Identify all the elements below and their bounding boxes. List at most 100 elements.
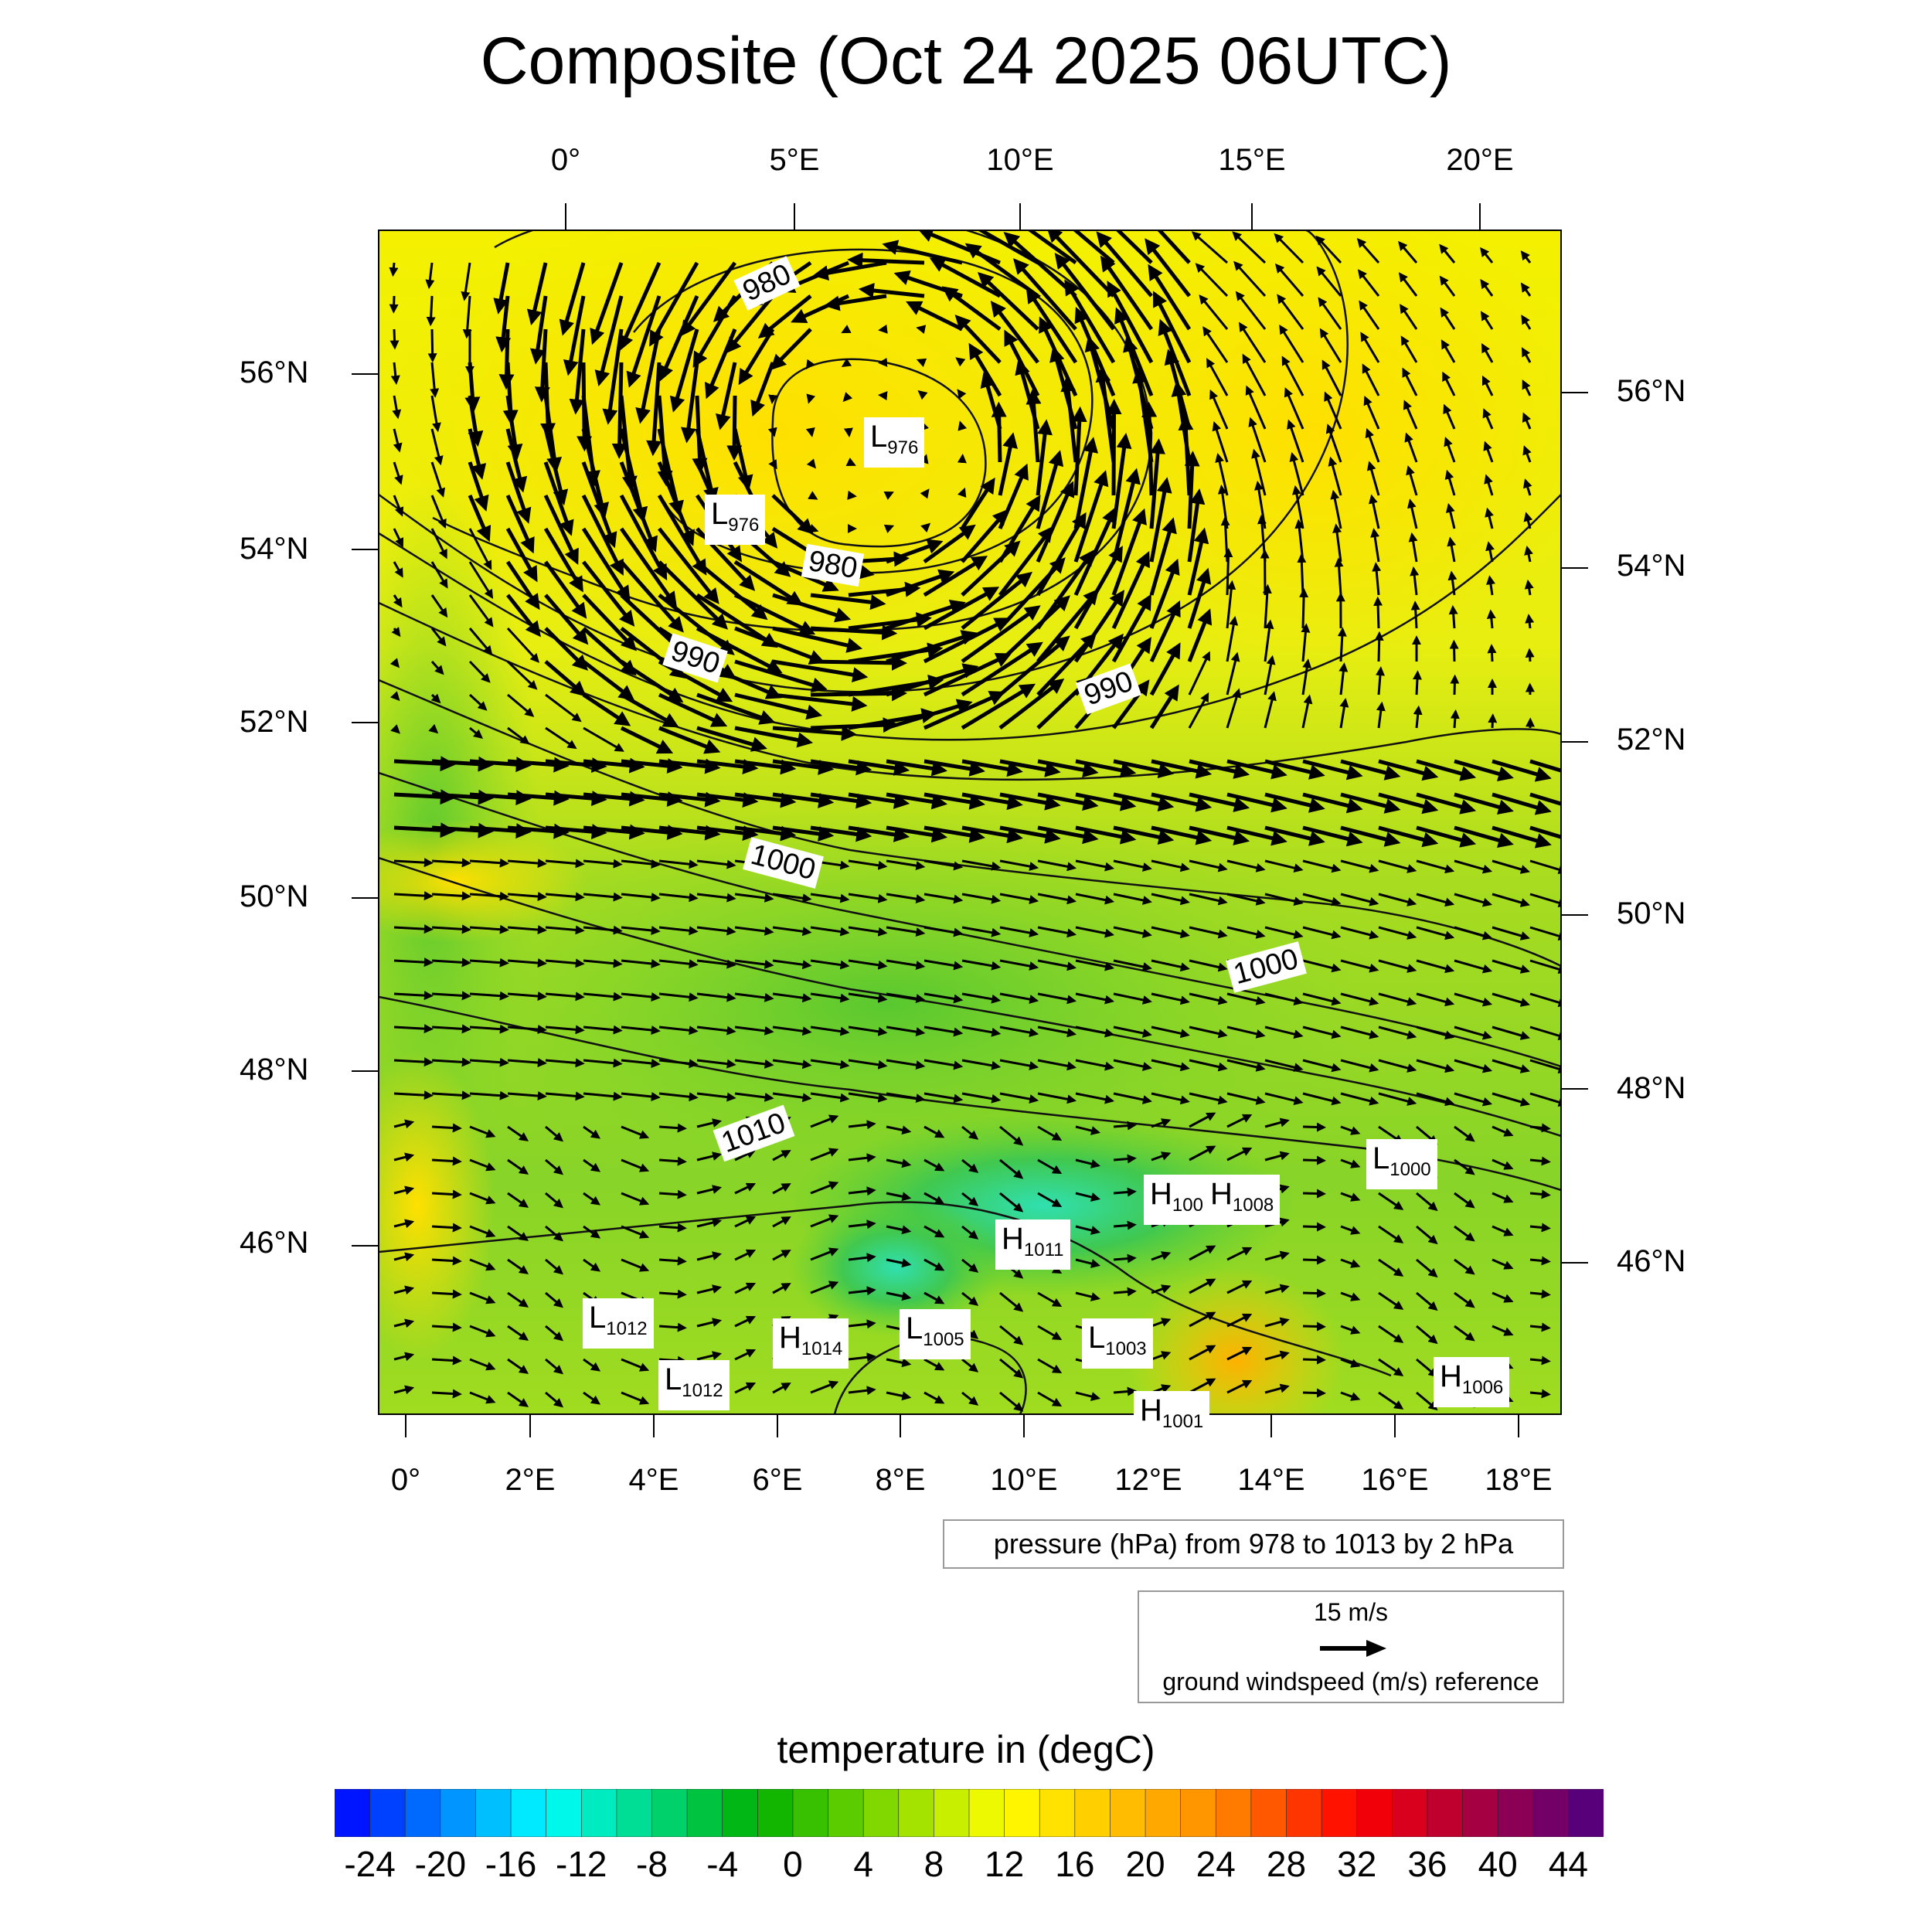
wind-arrow: [431, 1057, 471, 1067]
wind-arrow: [999, 1125, 1024, 1146]
wind-arrow: [696, 1185, 723, 1195]
wind-arrow: [658, 1026, 699, 1036]
wind-arrow: [1328, 456, 1342, 496]
wind-arrow: [1264, 859, 1304, 873]
wind-arrow: [1334, 557, 1344, 596]
wind-arrow: [1113, 1187, 1137, 1197]
wind-arrow: [545, 757, 607, 774]
wind-arrow: [1187, 608, 1213, 662]
wind-arrow: [1202, 326, 1229, 363]
wind-arrow: [1111, 594, 1151, 663]
wind-arrow: [725, 294, 774, 354]
wind-arrow: [426, 295, 436, 327]
wind-arrow: [734, 759, 797, 775]
wind-arrow: [1524, 579, 1534, 596]
colorbar-segment: [580, 1789, 617, 1837]
wind-arrow: [810, 992, 850, 1003]
wind-arrow: [1416, 926, 1455, 940]
wind-arrow: [1404, 432, 1418, 463]
wind-arrow: [810, 1114, 839, 1128]
wind-arrow: [658, 1223, 687, 1233]
wind-arrow: [696, 1218, 723, 1228]
colorbar-segment: [1356, 1789, 1393, 1837]
wind-arrow: [430, 528, 447, 560]
wind-arrow: [545, 1291, 563, 1308]
wind-arrow: [1149, 642, 1181, 696]
wind-arrow: [1075, 1125, 1101, 1135]
wind-arrow: [923, 1358, 945, 1371]
wind-arrow: [1264, 1250, 1290, 1261]
wind-arrow: [389, 691, 400, 702]
wind-arrow: [1454, 825, 1514, 849]
wind-arrow: [469, 1158, 496, 1172]
wind-arrow: [1189, 1145, 1216, 1162]
wind-arrow: [507, 1358, 529, 1374]
wind-arrow: [886, 992, 926, 1004]
wind-arrow: [1036, 419, 1053, 496]
wind-arrow: [1064, 279, 1116, 364]
wind-arrow: [772, 1092, 812, 1103]
wind-arrow: [658, 893, 699, 903]
wind-arrow: [810, 1281, 839, 1294]
wind-arrow: [393, 428, 403, 453]
wind-arrow: [544, 660, 587, 697]
wind-arrow: [1226, 792, 1287, 813]
wind-arrow: [469, 991, 509, 1001]
axis-ticks: [352, 203, 1588, 1437]
wind-arrow: [1189, 792, 1250, 812]
wind-arrow: [391, 627, 401, 638]
wind-arrow: [1037, 792, 1099, 811]
wind-arrow: [621, 1026, 661, 1035]
wind-arrow: [1365, 427, 1380, 463]
wind-arrow: [393, 461, 403, 485]
wind-arrow: [1037, 859, 1077, 872]
wind-arrow: [1073, 470, 1109, 563]
wind-arrow: [1529, 1092, 1561, 1107]
wind-arrow: [545, 726, 577, 750]
isobar-line: [379, 494, 1561, 741]
wind-arrow: [696, 1284, 723, 1294]
wind-arrow: [1529, 1355, 1551, 1366]
colorbar-segment: [686, 1789, 723, 1837]
wind-arrow: [1416, 1258, 1438, 1278]
wind-arrow: [1529, 1223, 1551, 1233]
wind-arrow: [430, 628, 447, 647]
wind-arrow: [581, 461, 617, 549]
wind-arrow: [923, 1026, 964, 1037]
wind-arrow: [545, 1325, 563, 1342]
wind-arrow: [848, 759, 910, 776]
wind-arrow: [1373, 596, 1383, 629]
wind-arrow: [848, 926, 888, 937]
wind-arrow: [1340, 992, 1379, 1006]
wind-arrow: [1189, 1026, 1228, 1039]
wind-arrow: [1226, 1247, 1253, 1261]
wind-arrow: [1492, 792, 1552, 815]
wind-arrow: [1301, 658, 1312, 696]
wind-arrow: [1226, 1147, 1253, 1162]
wind-arrow: [999, 1059, 1039, 1070]
wind-arrow: [507, 1058, 547, 1067]
right-lat-label: 56°N: [1617, 374, 1686, 408]
wind-arrow: [393, 1352, 415, 1362]
pressure-center-value: 1014: [801, 1338, 843, 1359]
wind-arrow: [582, 660, 635, 701]
wind-arrow: [1454, 1158, 1475, 1175]
wind-arrow: [1378, 1358, 1404, 1376]
pressure-center-value: 1012: [606, 1318, 648, 1339]
wind-arrow: [1297, 553, 1307, 596]
wind-arrow: [999, 1192, 1024, 1213]
wind-arrow: [1111, 550, 1150, 630]
wind-arrow: [1524, 545, 1533, 563]
wind-arrow: [733, 560, 804, 606]
wind-arrow: [529, 295, 548, 365]
wind-arrow: [767, 427, 777, 437]
wind-arrow: [1302, 792, 1363, 814]
wind-arrow: [1416, 1092, 1455, 1107]
wind-arrow: [1529, 1059, 1561, 1074]
wind-arrow: [1363, 395, 1380, 430]
wind-arrow: [469, 1125, 496, 1138]
pressure-center-type: H: [1210, 1177, 1233, 1211]
wind-arrow: [696, 1118, 723, 1128]
wind-arrow: [1095, 366, 1116, 463]
wind-arrow: [1148, 264, 1192, 331]
